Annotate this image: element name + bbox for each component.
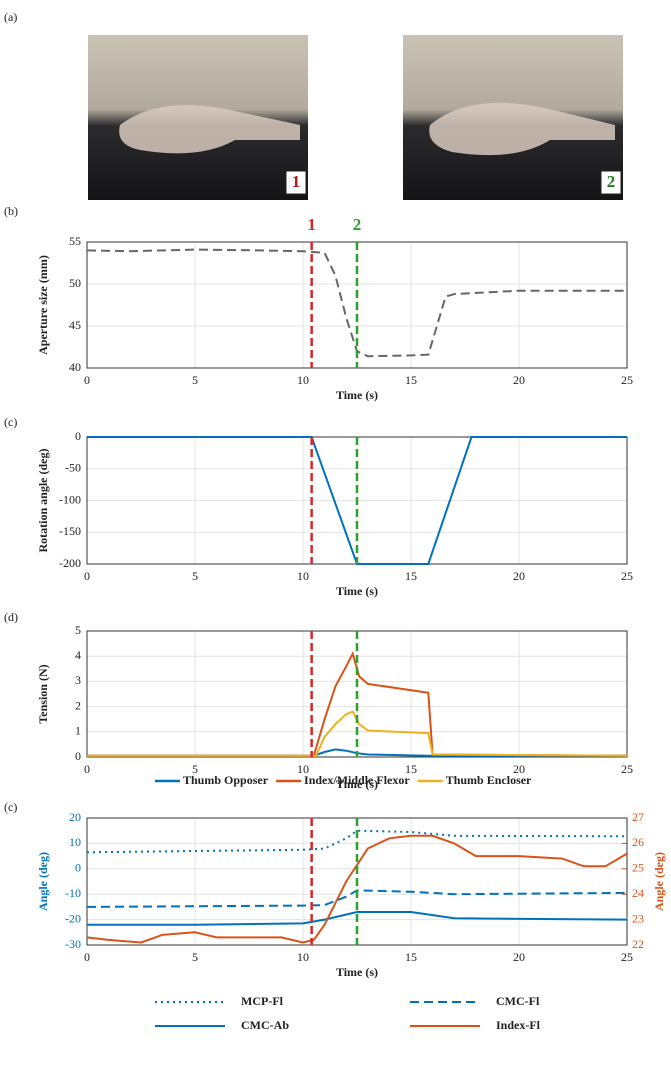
x-axis-label: Time (s) bbox=[336, 965, 378, 979]
y-tick-label: -100 bbox=[59, 492, 81, 506]
x-tick-label: 10 bbox=[297, 569, 309, 583]
y2-tick-label: 25 bbox=[632, 861, 644, 875]
x-tick-label: 10 bbox=[297, 950, 309, 964]
legend-label: Index/Middle Flexor bbox=[304, 773, 410, 787]
y-tick-label: 5 bbox=[75, 623, 81, 637]
y-tick-label: 0 bbox=[75, 749, 81, 763]
x-tick-label: 0 bbox=[84, 569, 90, 583]
x-tick-label: 20 bbox=[513, 950, 525, 964]
series-line bbox=[86, 889, 628, 908]
legend-label: Index-Fl bbox=[496, 1018, 541, 1032]
x-tick-label: 0 bbox=[84, 762, 90, 776]
x-tick-label: 5 bbox=[192, 373, 198, 387]
legend-label: Thumb Opposer bbox=[183, 773, 269, 787]
y-tick-label: 55 bbox=[69, 234, 81, 248]
y-tick-label: 45 bbox=[69, 318, 81, 332]
series-line bbox=[86, 829, 628, 854]
x-tick-label: 5 bbox=[192, 762, 198, 776]
y2-tick-label: 22 bbox=[632, 937, 644, 951]
series-line bbox=[86, 834, 628, 944]
y-tick-label: 0 bbox=[75, 429, 81, 443]
photo: 2 bbox=[403, 35, 623, 200]
series-line bbox=[87, 911, 628, 926]
x-tick-label: 5 bbox=[192, 569, 198, 583]
x-tick-label: 15 bbox=[405, 373, 417, 387]
photo-marker: 1 bbox=[292, 172, 301, 191]
y2-tick-label: 24 bbox=[632, 886, 644, 900]
y-axis-label: Aperture size (mm) bbox=[36, 255, 50, 355]
y-tick-label: 20 bbox=[69, 810, 81, 824]
panel-label: (c) bbox=[4, 415, 17, 429]
y-tick-label: 10 bbox=[69, 835, 81, 849]
y-tick-label: -200 bbox=[59, 556, 81, 570]
x-tick-label: 15 bbox=[405, 950, 417, 964]
series-line bbox=[87, 436, 627, 565]
x-tick-label: 0 bbox=[84, 373, 90, 387]
x-tick-label: 25 bbox=[621, 762, 633, 776]
legend-label: Thumb Encloser bbox=[446, 773, 532, 787]
y2-tick-label: 23 bbox=[632, 911, 644, 925]
x-tick-label: 15 bbox=[405, 762, 417, 776]
marker-label: 1 bbox=[307, 215, 316, 234]
photo: 1 bbox=[88, 35, 308, 200]
legend-label: MCP-Fl bbox=[241, 994, 284, 1008]
y2-axis-label: Angle (deg) bbox=[652, 852, 666, 911]
y-tick-label: 1 bbox=[75, 724, 81, 738]
y-tick-label: 4 bbox=[75, 648, 81, 662]
x-tick-label: 25 bbox=[621, 950, 633, 964]
y2-tick-label: 27 bbox=[632, 810, 644, 824]
x-tick-label: 0 bbox=[84, 950, 90, 964]
y-axis-label: Angle (deg) bbox=[36, 852, 50, 911]
series-line bbox=[87, 710, 628, 757]
legend-label: CMC-Ab bbox=[241, 1018, 289, 1032]
y-tick-label: 40 bbox=[69, 360, 81, 374]
x-tick-label: 20 bbox=[513, 569, 525, 583]
panel-label: (b) bbox=[4, 204, 18, 218]
y-tick-label: -50 bbox=[65, 461, 81, 475]
y-tick-label: 0 bbox=[75, 861, 81, 875]
series-line bbox=[87, 651, 628, 757]
x-tick-label: 5 bbox=[192, 950, 198, 964]
x-tick-label: 25 bbox=[621, 569, 633, 583]
x-axis-label: Time (s) bbox=[336, 584, 378, 598]
x-tick-label: 10 bbox=[297, 373, 309, 387]
x-tick-label: 20 bbox=[513, 762, 525, 776]
panel-label: (a) bbox=[4, 10, 17, 24]
y-axis-label: Tension (N) bbox=[36, 664, 50, 723]
x-tick-label: 25 bbox=[621, 373, 633, 387]
panel-label: (c) bbox=[4, 800, 17, 814]
y-tick-label: -10 bbox=[65, 886, 81, 900]
legend-label: CMC-Fl bbox=[496, 994, 540, 1008]
photo-marker: 2 bbox=[607, 172, 616, 191]
x-axis-label: Time (s) bbox=[336, 388, 378, 402]
y-tick-label: 50 bbox=[69, 276, 81, 290]
x-tick-label: 15 bbox=[405, 569, 417, 583]
y-tick-label: -20 bbox=[65, 911, 81, 925]
y-axis-label: Rotation angle (deg) bbox=[36, 449, 50, 553]
y-tick-label: -30 bbox=[65, 937, 81, 951]
y2-tick-label: 26 bbox=[632, 835, 644, 849]
y-tick-label: -150 bbox=[59, 524, 81, 538]
marker-label: 2 bbox=[353, 215, 362, 234]
x-tick-label: 20 bbox=[513, 373, 525, 387]
panel-label: (d) bbox=[4, 610, 18, 624]
x-tick-label: 10 bbox=[297, 762, 309, 776]
y-tick-label: 3 bbox=[75, 673, 81, 687]
x-axis-label: Time (s) bbox=[336, 777, 378, 791]
y-tick-label: 2 bbox=[75, 698, 81, 712]
